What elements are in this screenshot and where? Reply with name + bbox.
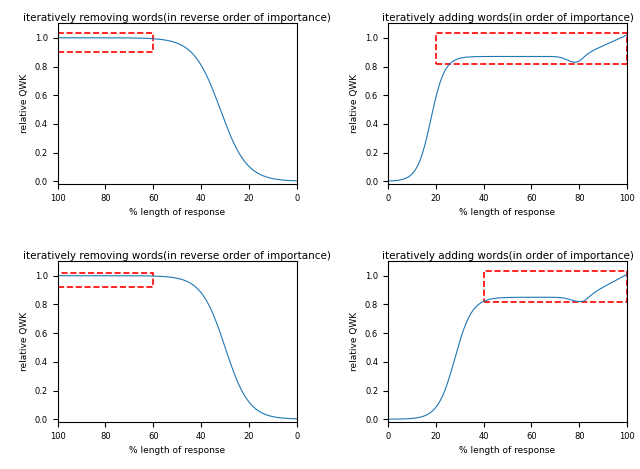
Bar — [58, 273, 154, 287]
Y-axis label: relative QWK: relative QWK — [350, 312, 359, 371]
Y-axis label: relative QWK: relative QWK — [350, 74, 359, 133]
Title: iteratively removing words(in reverse order of importance): iteratively removing words(in reverse or… — [23, 250, 332, 261]
X-axis label: % length of response: % length of response — [129, 209, 225, 218]
Y-axis label: relative QWK: relative QWK — [20, 74, 29, 133]
X-axis label: % length of response: % length of response — [460, 209, 556, 218]
Bar — [436, 33, 627, 64]
Bar — [484, 272, 627, 302]
X-axis label: % length of response: % length of response — [129, 446, 225, 455]
X-axis label: % length of response: % length of response — [460, 446, 556, 455]
Title: iteratively adding words(in order of importance): iteratively adding words(in order of imp… — [381, 250, 634, 261]
Y-axis label: relative QWK: relative QWK — [20, 312, 29, 371]
Title: iteratively adding words(in order of importance): iteratively adding words(in order of imp… — [381, 13, 634, 23]
Bar — [58, 33, 154, 52]
Title: iteratively removing words(in reverse order of importance): iteratively removing words(in reverse or… — [23, 13, 332, 23]
